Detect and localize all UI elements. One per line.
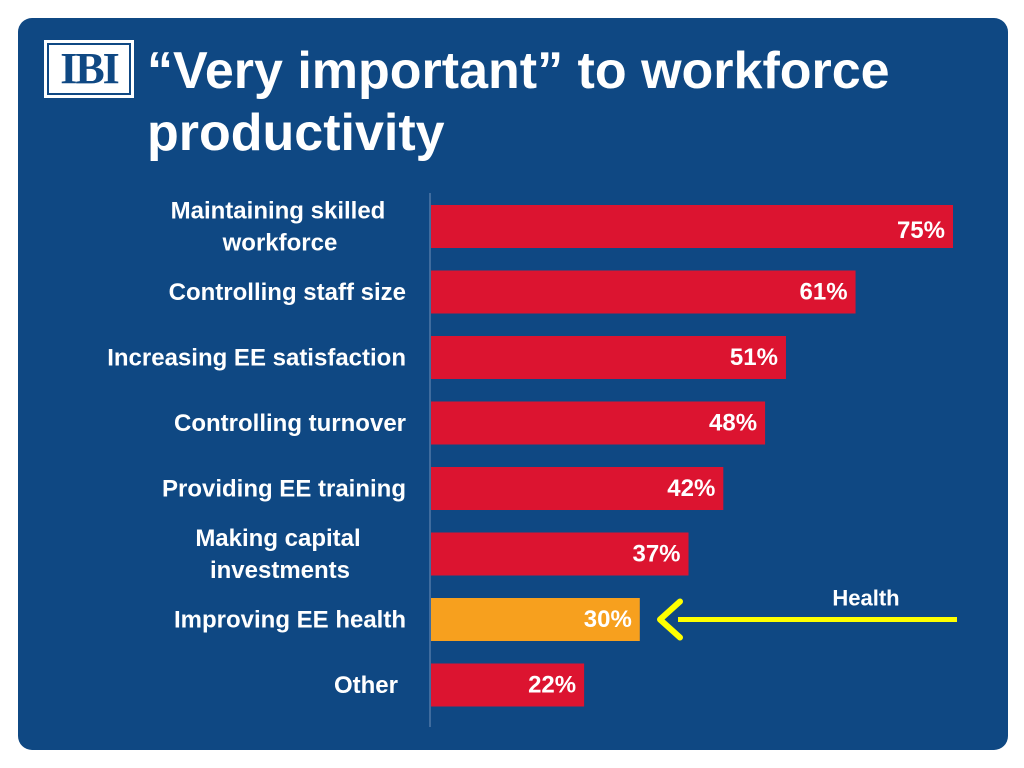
value-label-2: 51% — [730, 344, 778, 371]
bar-0 — [431, 205, 953, 248]
bar-1 — [431, 270, 856, 314]
ibi-logo: IBI — [44, 40, 134, 98]
value-label-7: 22% — [528, 672, 576, 699]
bar-3 — [431, 401, 766, 445]
bar-group: 75% Maintaining skilled workforce 61% Contro… — [107, 198, 953, 707]
value-label-3: 48% — [709, 410, 757, 437]
page-title: “Very important” to workforce productivi… — [147, 42, 890, 162]
bar-2 — [431, 336, 786, 379]
annotation-group: Health — [657, 586, 957, 641]
category-label-4: Providing EE training — [162, 476, 406, 503]
bar-4 — [431, 467, 724, 510]
category-label-0: Maintaining skilled workforce — [171, 198, 386, 257]
logo-text: IBI — [60, 44, 120, 93]
annotation-label: Health — [832, 586, 899, 611]
value-label-5: 37% — [632, 541, 680, 568]
value-label-1: 61% — [800, 279, 848, 306]
bar-5 — [431, 532, 689, 576]
category-label-3: Controlling turnover — [174, 410, 406, 437]
category-label-1: Controlling staff size — [169, 279, 406, 306]
bar-6 — [431, 598, 640, 641]
category-label-6: Improving EE health — [174, 607, 406, 634]
value-label-0: 75% — [897, 217, 945, 244]
arrow-left-icon — [657, 598, 683, 641]
value-label-4: 42% — [667, 475, 715, 502]
value-label-6: 30% — [584, 606, 632, 633]
category-label-5: Making capital investments — [195, 525, 360, 584]
category-label-7: Other — [334, 672, 398, 699]
bar-7 — [431, 663, 585, 707]
category-label-2: Increasing EE satisfaction — [107, 345, 406, 372]
